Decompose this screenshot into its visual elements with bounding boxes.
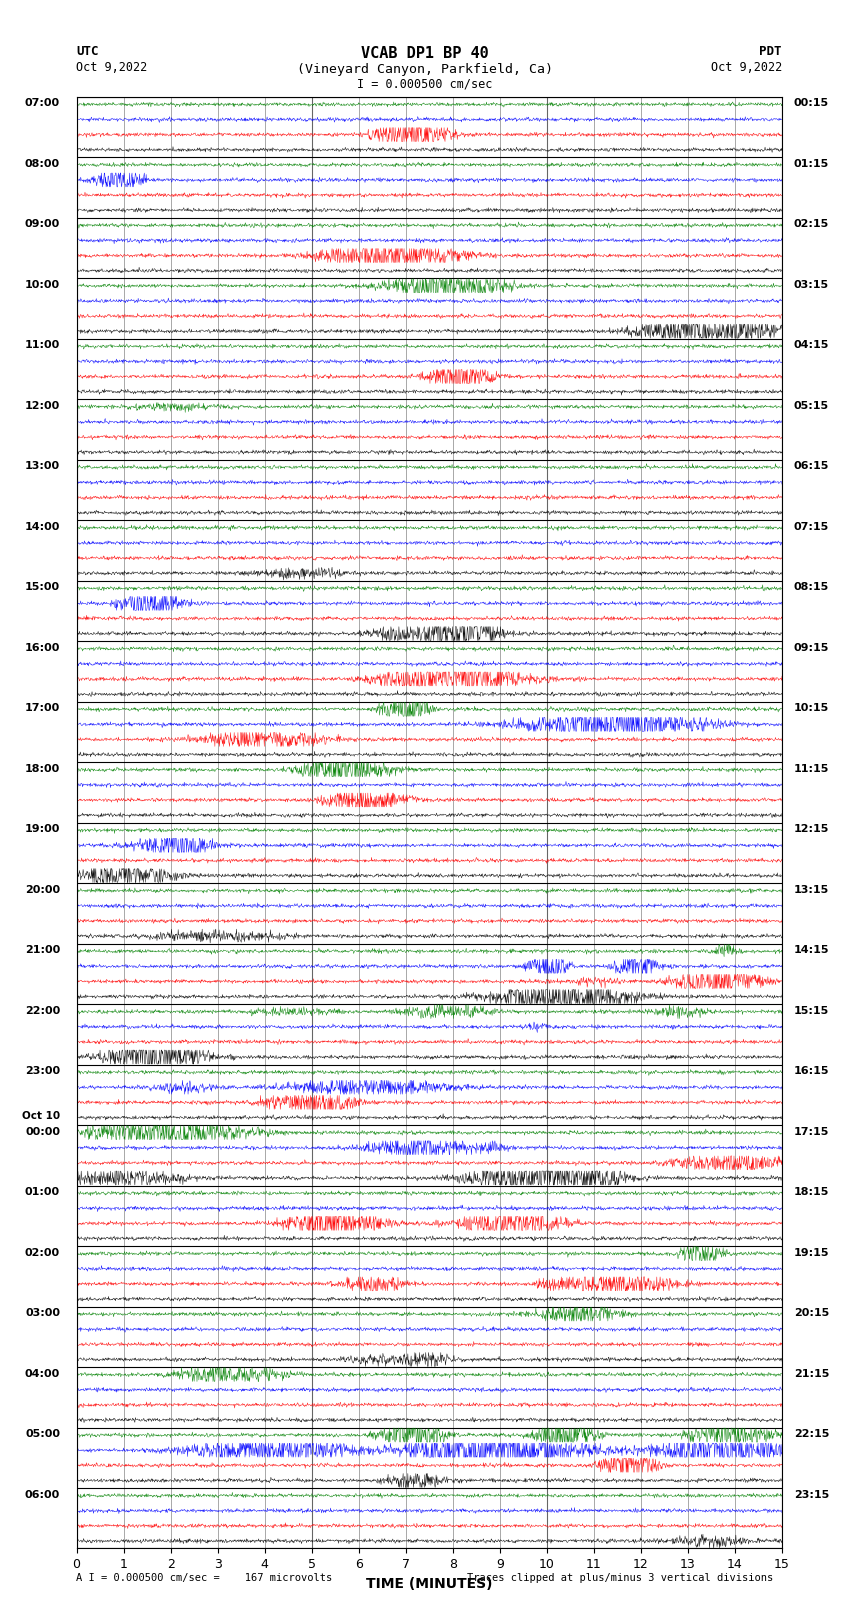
Text: 23:15: 23:15 bbox=[794, 1489, 829, 1500]
Text: 23:00: 23:00 bbox=[25, 1066, 60, 1076]
Text: VCAB DP1 BP 40: VCAB DP1 BP 40 bbox=[361, 45, 489, 61]
Text: 20:15: 20:15 bbox=[794, 1308, 829, 1318]
Text: 19:15: 19:15 bbox=[794, 1247, 830, 1258]
Text: 04:15: 04:15 bbox=[794, 340, 829, 350]
Text: Oct 9,2022: Oct 9,2022 bbox=[711, 61, 782, 74]
Text: 21:00: 21:00 bbox=[25, 945, 60, 955]
Text: Oct 9,2022: Oct 9,2022 bbox=[76, 61, 148, 74]
Text: 04:00: 04:00 bbox=[25, 1368, 60, 1379]
Text: 00:00: 00:00 bbox=[25, 1126, 60, 1137]
Text: 03:00: 03:00 bbox=[25, 1308, 60, 1318]
Text: A I = 0.000500 cm/sec =    167 microvolts: A I = 0.000500 cm/sec = 167 microvolts bbox=[76, 1573, 332, 1582]
Text: 07:00: 07:00 bbox=[25, 98, 60, 108]
Text: 21:15: 21:15 bbox=[794, 1368, 829, 1379]
Text: 08:15: 08:15 bbox=[794, 582, 829, 592]
Text: 11:00: 11:00 bbox=[25, 340, 60, 350]
Text: 19:00: 19:00 bbox=[25, 824, 60, 834]
Text: 12:00: 12:00 bbox=[25, 400, 60, 411]
Text: 14:00: 14:00 bbox=[25, 521, 60, 532]
Text: 18:15: 18:15 bbox=[794, 1187, 829, 1197]
Text: 08:00: 08:00 bbox=[25, 158, 60, 169]
Text: 01:15: 01:15 bbox=[794, 158, 829, 169]
Text: (Vineyard Canyon, Parkfield, Ca): (Vineyard Canyon, Parkfield, Ca) bbox=[297, 63, 553, 76]
Text: 06:00: 06:00 bbox=[25, 1489, 60, 1500]
Text: UTC: UTC bbox=[76, 45, 99, 58]
Text: 16:00: 16:00 bbox=[25, 642, 60, 653]
X-axis label: TIME (MINUTES): TIME (MINUTES) bbox=[366, 1578, 492, 1590]
Text: 05:15: 05:15 bbox=[794, 400, 829, 411]
Text: 22:15: 22:15 bbox=[794, 1429, 829, 1439]
Text: 13:00: 13:00 bbox=[25, 461, 60, 471]
Text: 06:15: 06:15 bbox=[794, 461, 829, 471]
Text: I = 0.000500 cm/sec: I = 0.000500 cm/sec bbox=[357, 77, 493, 90]
Text: 12:15: 12:15 bbox=[794, 824, 829, 834]
Text: Traces clipped at plus/minus 3 vertical divisions: Traces clipped at plus/minus 3 vertical … bbox=[468, 1573, 774, 1582]
Text: 20:00: 20:00 bbox=[25, 884, 60, 895]
Text: 15:00: 15:00 bbox=[25, 582, 60, 592]
Text: 18:00: 18:00 bbox=[25, 763, 60, 774]
Text: 01:00: 01:00 bbox=[25, 1187, 60, 1197]
Text: 11:15: 11:15 bbox=[794, 763, 829, 774]
Text: 16:15: 16:15 bbox=[794, 1066, 830, 1076]
Text: Oct 10: Oct 10 bbox=[22, 1111, 60, 1121]
Text: PDT: PDT bbox=[760, 45, 782, 58]
Text: 17:00: 17:00 bbox=[25, 703, 60, 713]
Text: 09:15: 09:15 bbox=[794, 642, 829, 653]
Text: 09:00: 09:00 bbox=[25, 219, 60, 229]
Text: 17:15: 17:15 bbox=[794, 1126, 829, 1137]
Text: 00:15: 00:15 bbox=[794, 98, 829, 108]
Text: 07:15: 07:15 bbox=[794, 521, 829, 532]
Text: 10:15: 10:15 bbox=[794, 703, 829, 713]
Text: 13:15: 13:15 bbox=[794, 884, 829, 895]
Text: 14:15: 14:15 bbox=[794, 945, 830, 955]
Text: 10:00: 10:00 bbox=[25, 279, 60, 290]
Text: 05:00: 05:00 bbox=[25, 1429, 60, 1439]
Text: 02:15: 02:15 bbox=[794, 219, 829, 229]
Text: 15:15: 15:15 bbox=[794, 1005, 829, 1016]
Text: 22:00: 22:00 bbox=[25, 1005, 60, 1016]
Text: 02:00: 02:00 bbox=[25, 1247, 60, 1258]
Text: 03:15: 03:15 bbox=[794, 279, 829, 290]
